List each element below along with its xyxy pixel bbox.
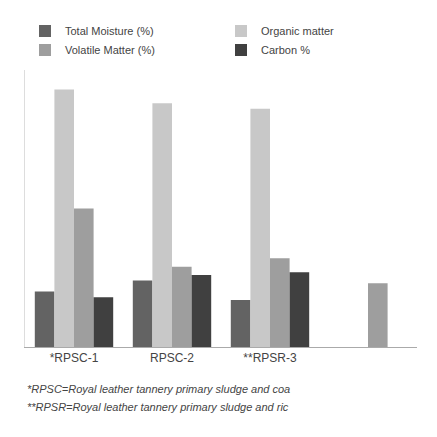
- svg-text:Carbon %: Carbon %: [261, 44, 310, 56]
- svg-text:*RPSC-1: *RPSC-1: [50, 351, 99, 365]
- svg-text:*RPSC=Royal leather tannery pr: *RPSC=Royal leather tannery primary slud…: [27, 383, 290, 395]
- svg-text:Volatile Matter (%): Volatile Matter (%): [65, 44, 155, 56]
- svg-text:Organic matter: Organic matter: [261, 25, 334, 37]
- svg-text:Total Moisture (%): Total Moisture (%): [65, 25, 154, 37]
- svg-text:**RPSR=Royal leather tannery p: **RPSR=Royal leather tannery primary slu…: [27, 401, 289, 413]
- svg-text:**RPSR-3: **RPSR-3: [243, 351, 297, 365]
- svg-text:RPSC-2: RPSC-2: [150, 351, 194, 365]
